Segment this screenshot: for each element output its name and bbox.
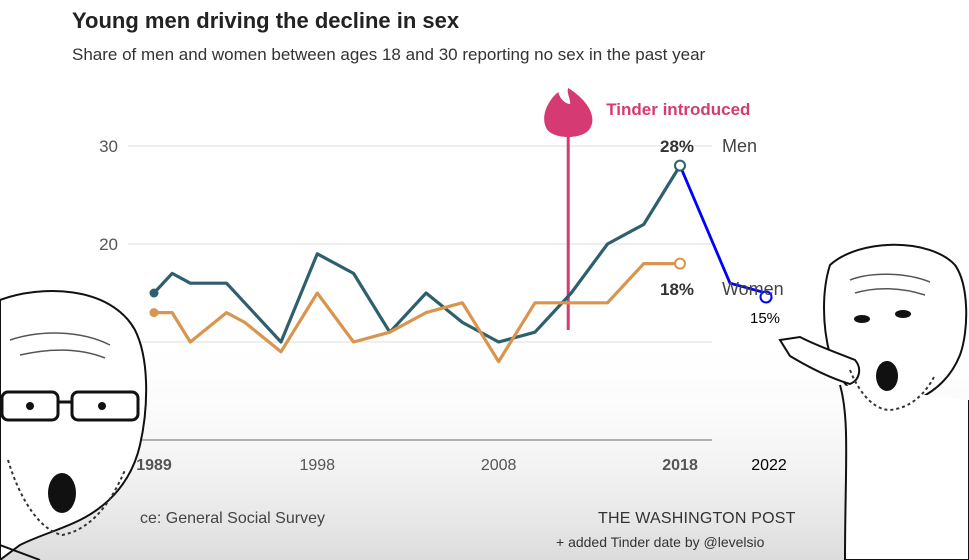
added-credit: + added Tinder date by @levelsio	[556, 534, 765, 550]
tinder-label: Tinder introduced	[606, 100, 750, 119]
x-tick-label: 2018	[662, 457, 698, 474]
right-wojak-mouth	[876, 361, 898, 391]
left-wojak-eye	[98, 402, 106, 410]
y-tick-label: 30	[99, 137, 118, 156]
extension-end-value-label: 15%	[750, 310, 780, 327]
source-note: ce: General Social Survey	[140, 510, 325, 527]
extension-end-point	[759, 290, 773, 304]
right-wojak-eye	[895, 310, 911, 318]
chart-subtitle: Share of men and women between ages 18 a…	[72, 45, 706, 64]
series	[149, 159, 773, 364]
left-wojak-beard	[7, 459, 126, 537]
women-start-point	[149, 308, 159, 318]
women-series-label: Women	[722, 279, 784, 299]
x-tick-label: 2008	[481, 457, 517, 474]
left-wojak-forehead-lines	[9, 332, 111, 359]
left-wojak-neck	[0, 544, 41, 560]
men-series-label: Men	[722, 136, 757, 156]
men-end-point	[674, 159, 686, 172]
x-tick-label: 1989	[136, 457, 172, 474]
left-wojak-eye	[26, 402, 34, 410]
series-line	[678, 165, 767, 295]
women-end-point	[674, 257, 686, 270]
x-tick-label: 1998	[299, 457, 335, 474]
y-tick-label: 20	[99, 235, 118, 254]
publisher-credit: THE WASHINGTON POST	[598, 510, 796, 527]
tinder-marker: Tinder introduced	[544, 88, 750, 330]
wojak-illustrations	[0, 243, 969, 560]
left-wojak-mouth	[48, 473, 76, 513]
men-start-point	[149, 288, 159, 298]
x-tick-label: 2022	[751, 457, 787, 474]
men-end-value-label: 28%	[660, 137, 694, 156]
right-wojak-eye	[854, 315, 870, 323]
left-wojak-glasses-left-icon	[0, 390, 60, 422]
right-wojak-body	[839, 384, 969, 560]
right-wojak-pointing-hand-icon	[778, 335, 861, 386]
right-wojak-forehead-lines	[849, 273, 931, 296]
series-line	[154, 262, 681, 364]
left-wojak-head	[0, 290, 148, 560]
chart-title: Young men driving the decline in sex	[72, 8, 460, 33]
left-wojak-glasses-right-icon	[70, 390, 140, 422]
tinder-flame-icon	[544, 88, 593, 137]
bottom-shade	[0, 330, 969, 560]
grid	[128, 145, 712, 441]
labels: 20 30 1989 1998 2008 2018 2022 28% Men 18% Women 15…	[99, 136, 787, 474]
women-end-value-label: 18%	[660, 280, 694, 299]
